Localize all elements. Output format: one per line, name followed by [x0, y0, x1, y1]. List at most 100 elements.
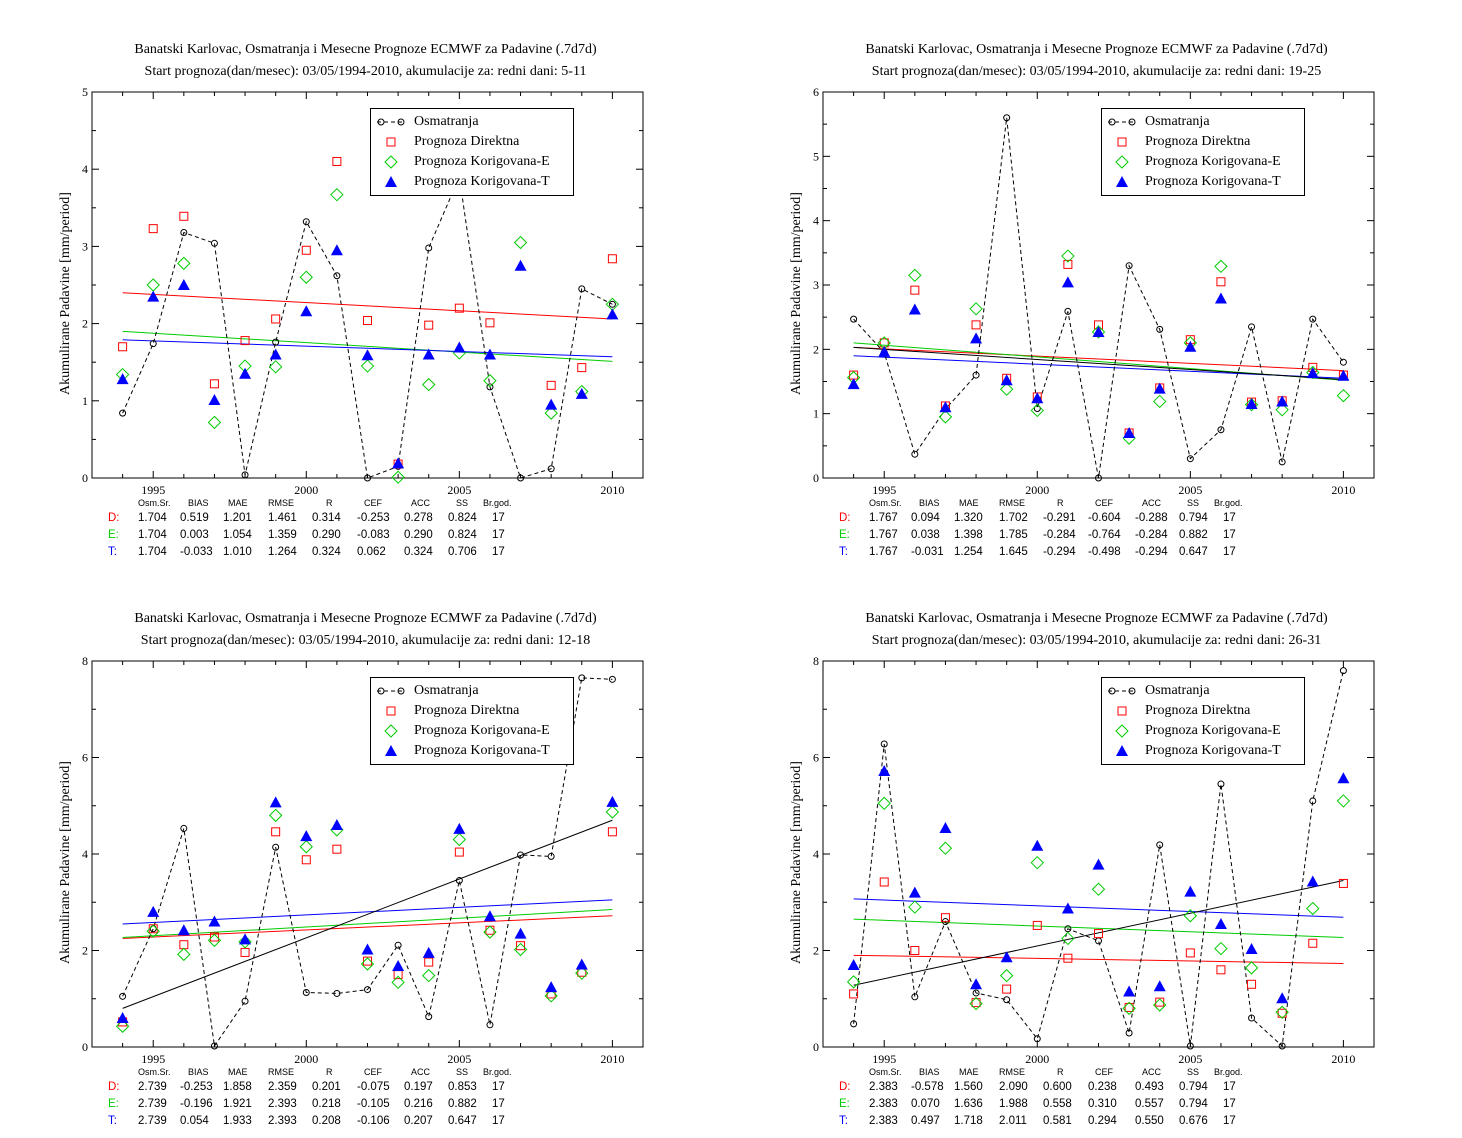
corrected-t-point [545, 981, 558, 993]
legend-label-corrected-t: Prognoza Korigovana-T [1145, 174, 1281, 189]
stats-cell: 1.704 [138, 546, 167, 558]
stats-cell: 1.054 [223, 529, 252, 541]
corrected-t-point [1000, 374, 1013, 386]
corrected-t-point [1214, 917, 1227, 929]
direct-point [209, 932, 219, 942]
legend-label-corrected-e: Prognoza Korigovana-E [1145, 154, 1281, 169]
x-tick-label: 2000 [1025, 483, 1049, 497]
legend-label-direct: Prognoza Direktna [1145, 703, 1251, 718]
observed-point [210, 239, 218, 247]
corrected-t-point [575, 387, 588, 399]
corrected-t-point [1306, 367, 1319, 379]
chart-panel-days-19-25: Banatski Karlovac, Osmatranja i Mesecne … [731, 0, 1462, 569]
direct-point [1277, 1008, 1287, 1018]
corrected-e-point [938, 841, 953, 855]
corrected-e-point [1306, 365, 1320, 380]
observed-line [853, 117, 1344, 479]
direct-point [849, 989, 859, 999]
stats-cell: 2.383 [869, 1081, 898, 1093]
stats-cell: 0.094 [911, 512, 940, 524]
stats-cell: 2.739 [138, 1115, 167, 1127]
corrected-t-point [1153, 382, 1166, 394]
stats-header-rmse: RMSE [268, 1067, 295, 1077]
stats-header-mae: MAE [959, 1067, 979, 1077]
chart-panel-days-5-11: Banatski Karlovac, Osmatranja i Mesecne … [0, 0, 731, 569]
legend-label-direct: Prognoza Direktna [1145, 134, 1251, 149]
stats-cell: 2.739 [138, 1081, 167, 1093]
stats-cell: 17 [492, 512, 505, 524]
stats-cell: -0.105 [357, 1098, 390, 1110]
stats-cell: 2.011 [999, 1115, 1027, 1127]
direct-point [879, 877, 889, 887]
stats-header-brgod: Br.god. [1214, 498, 1243, 508]
observed-point [210, 1042, 218, 1050]
stats-cell: 1.718 [954, 1115, 983, 1127]
stats-cell: 1.933 [223, 1115, 252, 1127]
observed-point [911, 450, 919, 458]
stats-header-acc: ACC [411, 498, 431, 508]
observed-point [1339, 667, 1347, 675]
observed-point [149, 340, 157, 348]
corrected-e-point [330, 187, 344, 202]
corrected-t-point [147, 905, 160, 917]
stats-cell: 0.824 [448, 529, 477, 541]
stats-cell: 0.794 [1179, 1081, 1208, 1093]
direct-point [1032, 920, 1042, 930]
observed-point [972, 371, 980, 379]
stats-cell: 17 [1223, 512, 1236, 524]
corrected-t-point [453, 341, 466, 353]
y-tick-label: 2 [813, 944, 819, 958]
direct-point [1063, 953, 1073, 963]
corrected-e-point [1183, 909, 1198, 923]
stats-header-ss: SS [1187, 498, 1200, 508]
y-tick-label: 6 [813, 85, 819, 99]
stats-cell: -0.288 [1135, 512, 1168, 524]
observed-point [425, 1013, 433, 1021]
observed-point [1095, 474, 1102, 482]
stats-cell: 0.600 [1043, 1081, 1072, 1093]
legend: Osmatranja Prognoza Direktna Prognoza Ko… [1101, 677, 1305, 765]
corrected-t-point [1245, 398, 1258, 410]
stats-cell: 0.207 [404, 1115, 433, 1127]
observed-point [1278, 1042, 1286, 1050]
legend-corrected-e-symbol [384, 155, 398, 169]
direct-point [1338, 878, 1348, 888]
stats-header-osm: Osm.Sr. [869, 498, 902, 508]
corrected-e-point [513, 942, 528, 957]
x-tick-label: 2010 [1331, 1052, 1355, 1066]
corrected-e-point [999, 968, 1014, 983]
trend-line [853, 918, 1344, 938]
stats-row-label: T: [108, 546, 117, 558]
chart-title-line2: Start prognoza(dan/mesec): 03/05/1994-20… [144, 64, 587, 79]
x-tick-label: 2010 [1331, 483, 1355, 497]
direct-point [179, 211, 189, 221]
stats-header-r: R [326, 1067, 333, 1077]
stats-header-brgod: Br.god. [1214, 1067, 1243, 1077]
direct-point [1216, 965, 1226, 975]
stats-cell: 1.704 [138, 512, 167, 524]
corrected-e-point [268, 808, 283, 823]
direct-point [910, 946, 920, 955]
legend-direct-symbol [386, 706, 396, 716]
corrected-t-point [606, 308, 619, 320]
observed-point [241, 997, 249, 1005]
legend: Osmatranja Prognoza Direktna Prognoza Ko… [370, 108, 574, 196]
y-tick-label: 2 [82, 944, 88, 958]
stats-row-label: D: [839, 1081, 851, 1093]
legend-direct-symbol [386, 137, 396, 147]
chart-title-line1: Banatski Karlovac, Osmatranja i Mesecne … [134, 611, 597, 626]
trend-line [853, 880, 1344, 986]
direct-point [179, 940, 189, 950]
corrected-e-point [299, 840, 313, 854]
corrected-t-point [300, 830, 313, 842]
stats-header-osm: Osm.Sr. [138, 498, 171, 508]
stats-cell: 1.398 [954, 529, 983, 541]
observed-point [608, 675, 616, 683]
legend-label-observed: Osmatranja [414, 114, 479, 129]
stats-cell: 0.062 [357, 546, 386, 558]
corrected-t-point [330, 244, 343, 256]
corrected-t-point [116, 373, 129, 385]
direct-point [454, 847, 464, 857]
stats-cell: 2.383 [869, 1115, 898, 1127]
corrected-t-point [1337, 772, 1350, 784]
